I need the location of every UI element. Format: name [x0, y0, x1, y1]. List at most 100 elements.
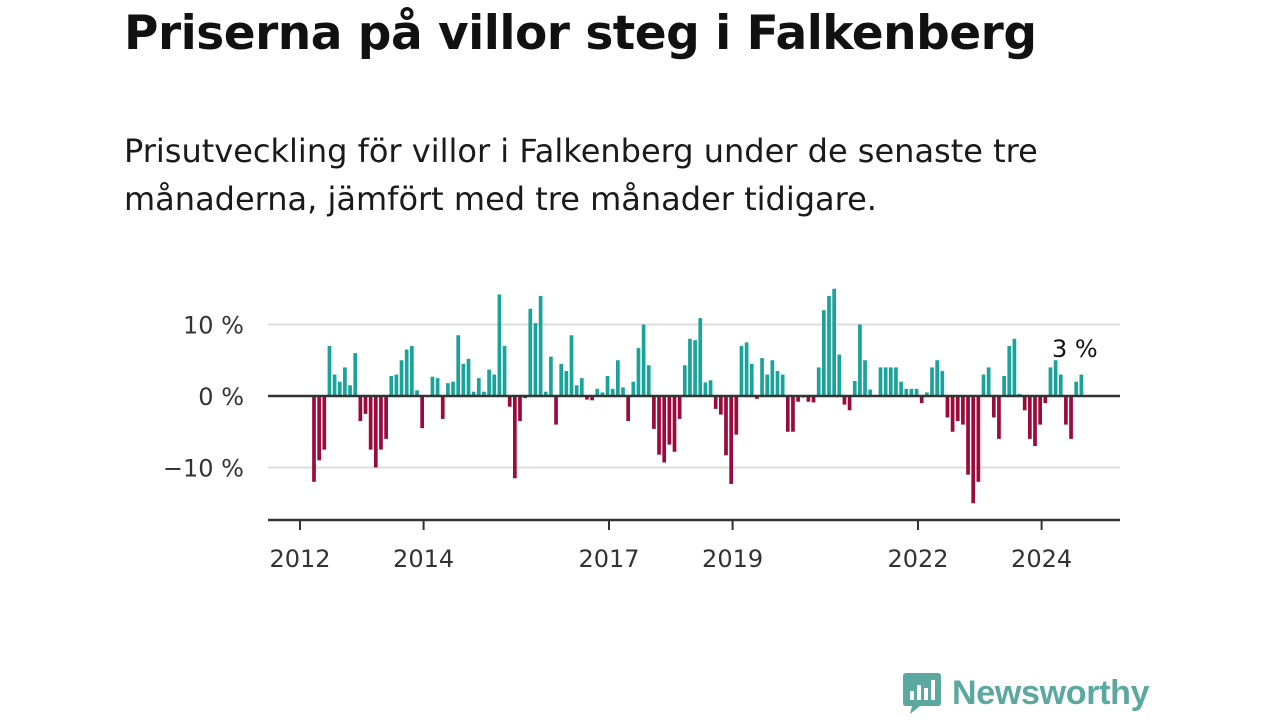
bar	[682, 365, 687, 396]
bar	[796, 396, 800, 402]
bar	[327, 345, 332, 396]
bar	[791, 396, 795, 432]
bar	[312, 396, 316, 482]
bar	[497, 294, 502, 396]
bar	[590, 396, 594, 401]
bar	[332, 374, 337, 396]
bar	[734, 396, 739, 435]
bar	[847, 396, 852, 411]
bar	[703, 382, 708, 396]
bar	[1012, 338, 1017, 396]
bar	[585, 396, 589, 400]
bar	[945, 396, 950, 418]
bar	[456, 335, 461, 396]
bar	[863, 360, 867, 396]
bar	[410, 345, 414, 396]
bar	[1069, 396, 1073, 439]
bar	[507, 396, 512, 407]
bar	[549, 356, 553, 396]
axes	[268, 394, 1120, 530]
bar	[976, 396, 981, 482]
bar	[919, 396, 924, 404]
x-tick-label: 2022	[887, 545, 948, 573]
bar	[883, 367, 888, 396]
bar	[971, 396, 976, 504]
bar	[646, 365, 651, 396]
bar	[543, 391, 548, 396]
bar	[1022, 396, 1027, 411]
bar	[858, 324, 862, 396]
bar	[940, 370, 945, 396]
newsworthy-logo: Newsworthy	[902, 671, 1150, 715]
bar	[744, 342, 749, 397]
y-tick-label: 0 %	[198, 383, 244, 411]
bar	[600, 392, 605, 396]
bar	[353, 353, 358, 396]
bar	[806, 396, 811, 402]
bar	[513, 396, 517, 479]
bar	[657, 396, 661, 455]
bar	[492, 374, 497, 396]
bar	[832, 288, 836, 396]
bar	[384, 396, 388, 439]
bar	[471, 391, 476, 396]
bar	[348, 385, 352, 396]
bar	[997, 396, 1001, 439]
bar	[368, 396, 373, 450]
bar	[1033, 396, 1037, 447]
y-tick-label: 10 %	[183, 312, 244, 340]
bar	[1048, 367, 1053, 396]
bar	[621, 387, 625, 396]
bar	[1074, 381, 1079, 396]
bar	[925, 392, 929, 396]
bar	[1002, 375, 1006, 396]
chart-subtitle: Prisutveckling för villor i Falkenberg u…	[124, 132, 1038, 218]
bar	[986, 367, 991, 396]
bar	[528, 308, 533, 396]
bar	[595, 388, 600, 396]
bar	[785, 396, 790, 432]
bar	[399, 360, 404, 396]
bar	[404, 349, 409, 396]
bar	[755, 396, 759, 399]
bar	[935, 360, 939, 396]
bar	[950, 396, 955, 432]
bar	[749, 363, 754, 396]
bar	[317, 396, 321, 461]
bar	[579, 378, 584, 397]
bar	[538, 295, 543, 396]
bar	[888, 367, 893, 396]
x-tick-label: 2012	[269, 545, 330, 573]
bar	[693, 340, 697, 396]
bar	[461, 363, 466, 396]
bar	[322, 396, 327, 450]
bar	[626, 396, 630, 422]
bar	[420, 396, 424, 429]
bar	[966, 396, 970, 475]
bar	[476, 378, 481, 397]
bar	[724, 396, 728, 456]
x-tick-label: 2019	[702, 545, 763, 573]
x-tick-label: 2017	[578, 545, 639, 573]
bars	[312, 288, 1084, 504]
bar	[652, 396, 656, 429]
bar	[672, 396, 677, 452]
bar	[1064, 396, 1068, 425]
bar	[636, 348, 641, 396]
bar	[533, 323, 538, 396]
bar	[688, 338, 692, 396]
bar	[487, 369, 491, 396]
bar	[981, 374, 986, 396]
bar	[822, 310, 826, 396]
bar	[554, 396, 558, 425]
bar	[816, 367, 821, 396]
y-tick-label: −10 %	[163, 455, 244, 483]
bar	[440, 396, 445, 419]
bar	[358, 396, 363, 422]
bar	[961, 396, 965, 425]
bar	[770, 360, 775, 396]
bar	[899, 381, 903, 396]
bar	[904, 388, 909, 396]
bar	[894, 367, 898, 396]
